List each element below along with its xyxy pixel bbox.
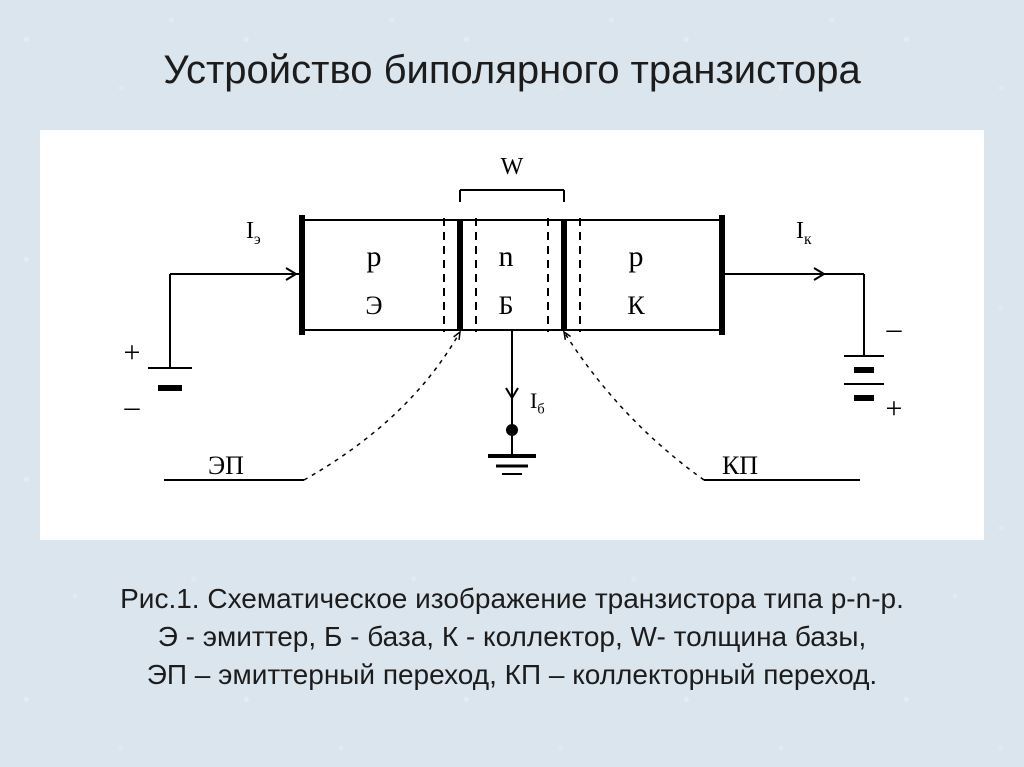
diagram-card: pnpЭБКWIэ+–Iк–+IбЭПКП [40,130,984,540]
figure-caption: Рис.1. Схематическое изображение транзис… [80,580,944,693]
slide-page: Устройство биполярного транзистора pnpЭБ… [0,0,1024,767]
svg-text:КП: КП [722,451,758,480]
caption-line-3: ЭП – эмиттерный переход, КП – коллекторн… [80,656,944,694]
svg-text:Iк: Iк [796,218,812,248]
svg-text:n: n [499,240,514,273]
svg-text:+: + [124,336,141,369]
transistor-diagram: pnpЭБКWIэ+–Iк–+IбЭПКП [40,130,984,540]
caption-line-2: Э - эмиттер, Б - база, К - коллектор, W-… [80,618,944,656]
svg-text:Б: Б [499,291,514,320]
svg-text:–: – [886,312,903,345]
svg-text:p: p [629,240,644,273]
svg-text:ЭП: ЭП [208,451,244,480]
svg-text:p: p [367,240,382,273]
svg-text:Э: Э [365,291,382,320]
svg-text:К: К [627,291,645,320]
svg-text:W: W [501,154,524,180]
page-title: Устройство биполярного транзистора [0,48,1024,93]
caption-line-1: Рис.1. Схематическое изображение транзис… [80,580,944,618]
svg-text:+: + [886,392,903,425]
svg-text:Iб: Iб [530,388,545,418]
svg-text:–: – [124,390,141,423]
svg-text:Iэ: Iэ [246,218,261,248]
